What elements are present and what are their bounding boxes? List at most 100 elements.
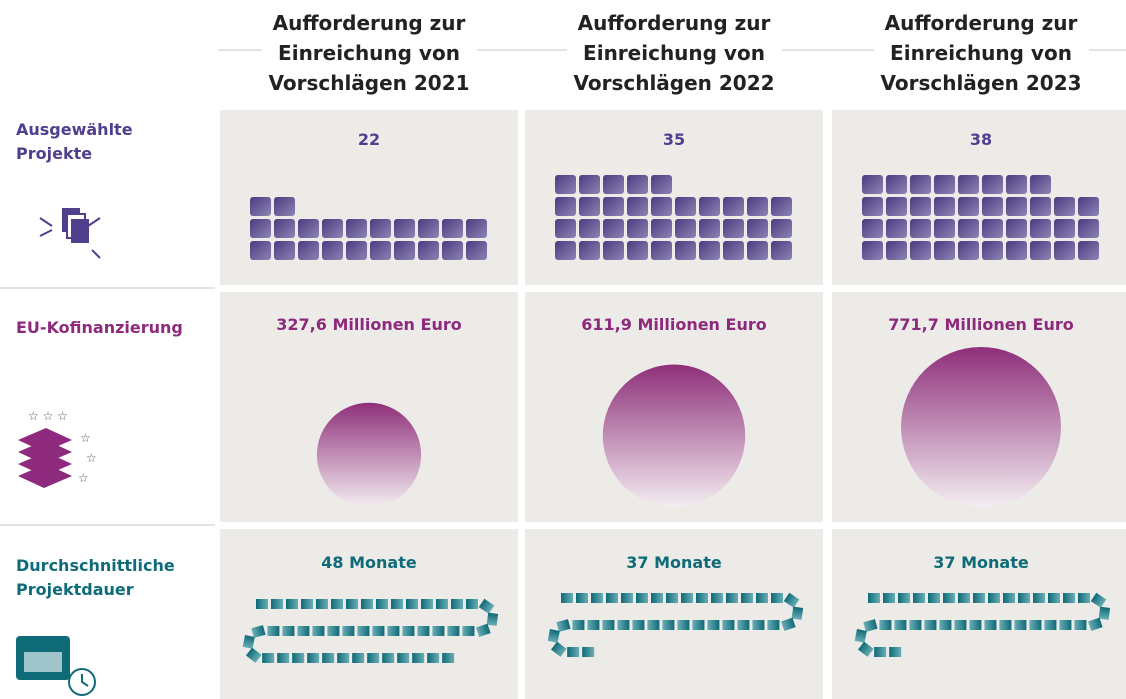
cell-label: 771,7 Millionen Euro [888, 315, 1074, 334]
duration-segment [913, 593, 925, 603]
duration-segment [286, 599, 298, 609]
duration-segment [267, 626, 280, 636]
icon-money: ☆ ☆ ☆ ☆ ☆ ☆ [18, 409, 97, 488]
duration-segment [436, 599, 448, 609]
duration-segment [874, 647, 887, 657]
duration-segment [707, 620, 720, 630]
project-square [1030, 219, 1051, 238]
duration-segment [421, 599, 433, 609]
funding-circle [316, 402, 422, 507]
project-square [958, 219, 979, 238]
project-square [934, 219, 955, 238]
project-square [886, 241, 907, 260]
project-square [250, 197, 271, 216]
duration-segment [550, 641, 567, 657]
funding-circle [602, 364, 746, 507]
duration-segment [879, 620, 892, 630]
duration-segment [984, 620, 997, 630]
duration-segment [737, 620, 750, 630]
svg-text:☆ ☆ ☆: ☆ ☆ ☆ [28, 409, 68, 423]
svg-text:☆: ☆ [86, 451, 97, 465]
column-header: Aufforderung zur Einreichung von Vorschl… [832, 8, 1126, 98]
duration-segment [632, 620, 645, 630]
duration-segment [417, 626, 430, 636]
duration-segment [271, 599, 283, 609]
duration-segment [958, 593, 970, 603]
project-square [886, 197, 907, 216]
duration-segment [277, 653, 290, 663]
duration-segment [954, 620, 967, 630]
project-square [1078, 197, 1099, 216]
project-square [466, 219, 487, 238]
duration-segment [387, 626, 400, 636]
project-square [370, 219, 391, 238]
duration-segment [1059, 620, 1072, 630]
duration-segment [478, 598, 495, 614]
project-square [651, 241, 672, 260]
duration-segment [376, 599, 388, 609]
duration-segment [602, 620, 615, 630]
project-square [346, 219, 367, 238]
project-square [603, 197, 624, 216]
project-square [579, 175, 600, 194]
row-label: EU-Kofinanzierung [16, 318, 183, 337]
project-square [1030, 197, 1051, 216]
icon-documents [39, 208, 101, 259]
duration-segment [307, 653, 320, 663]
project-square [958, 241, 979, 260]
duration-segment [1003, 593, 1015, 603]
duration-segment [606, 593, 618, 603]
svg-text:☆: ☆ [78, 471, 89, 485]
project-square [651, 197, 672, 216]
project-square [250, 241, 271, 260]
project-square [862, 241, 883, 260]
duration-segment [582, 647, 595, 657]
duration-segment [928, 593, 940, 603]
project-square [603, 175, 624, 194]
duration-segment [292, 653, 305, 663]
duration-segment [868, 593, 880, 603]
duration-segment [677, 620, 690, 630]
duration-segment [781, 617, 796, 631]
column-title: Aufforderung zur Einreichung von Vorschl… [873, 8, 1089, 98]
duration-segment [681, 593, 693, 603]
cell-label: 37 Monate [933, 553, 1029, 572]
project-square [862, 197, 883, 216]
project-square [1078, 241, 1099, 260]
project-square [723, 241, 744, 260]
duration-segment [337, 653, 350, 663]
project-square [579, 197, 600, 216]
duration-segment [245, 647, 262, 663]
project-square [322, 219, 343, 238]
cell-label: 37 Monate [626, 553, 722, 572]
cell-label: 48 Monate [321, 553, 417, 572]
project-square [1054, 241, 1075, 260]
project-square [651, 175, 672, 194]
project-square [910, 197, 931, 216]
project-square [675, 241, 696, 260]
duration-segment [251, 625, 266, 638]
duration-segment [591, 593, 603, 603]
duration-segment [372, 626, 385, 636]
duration-segment [711, 593, 723, 603]
project-square [910, 241, 931, 260]
duration-segment [651, 593, 663, 603]
project-square [982, 197, 1003, 216]
duration-segment [1048, 593, 1060, 603]
duration-segment [262, 653, 275, 663]
project-square [910, 175, 931, 194]
duration-segment [1044, 620, 1057, 630]
duration-segment [367, 653, 380, 663]
duration-segment [316, 599, 328, 609]
duration-segment [1063, 593, 1075, 603]
project-square [1006, 219, 1027, 238]
project-square [723, 197, 744, 216]
duration-segment [999, 620, 1012, 630]
duration-segment [561, 593, 573, 603]
project-square [723, 219, 744, 238]
duration-segment [696, 593, 708, 603]
project-square [699, 219, 720, 238]
duration-segment [327, 626, 340, 636]
